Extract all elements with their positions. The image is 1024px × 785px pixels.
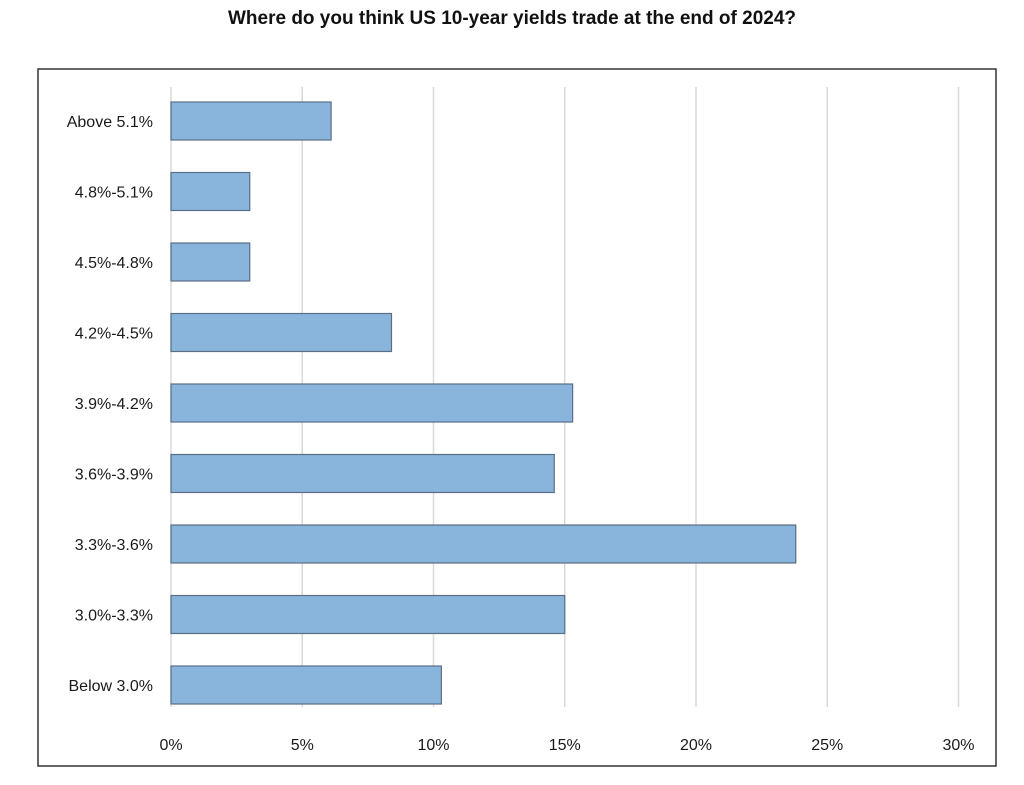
category-label: Below 3.0% [69, 678, 154, 695]
bar [170, 453, 555, 494]
x-tick-label: 20% [680, 737, 712, 754]
x-axis-tick-labels: 0% 5% 10% 15% 20% 25% 30% [159, 737, 974, 754]
category-label: 3.0%-3.3% [75, 608, 153, 625]
bars [170, 101, 797, 705]
x-tick-label: 15% [549, 737, 581, 754]
x-tick-label: 5% [291, 737, 314, 754]
x-tick-label: 10% [417, 737, 449, 754]
category-label: Above 5.1% [67, 114, 153, 131]
bar [170, 242, 251, 282]
bar [170, 594, 566, 635]
bar [170, 383, 574, 423]
category-label: 3.3%-3.6% [75, 537, 153, 554]
chart-title: Where do you think US 10-year yields tra… [227, 8, 797, 29]
x-tick-label: 0% [159, 737, 182, 754]
category-label: 4.2%-4.5% [75, 326, 153, 343]
x-tick-label: 30% [942, 737, 974, 754]
category-label: 3.9%-4.2% [75, 396, 153, 413]
bar [170, 171, 251, 212]
bar [170, 524, 797, 564]
category-label: 4.5%-4.8% [75, 255, 153, 272]
category-labels: Above 5.1% 4.8%-5.1% 4.5%-4.8% 4.2%-4.5% 3.9… [67, 114, 153, 695]
x-tick-label: 25% [811, 737, 843, 754]
plot-frame [37, 68, 997, 767]
bar [170, 101, 332, 141]
category-label: 3.6%-3.9% [75, 467, 153, 484]
category-label: 4.8%-5.1% [75, 185, 153, 202]
bar [170, 312, 393, 353]
bar [170, 665, 442, 705]
